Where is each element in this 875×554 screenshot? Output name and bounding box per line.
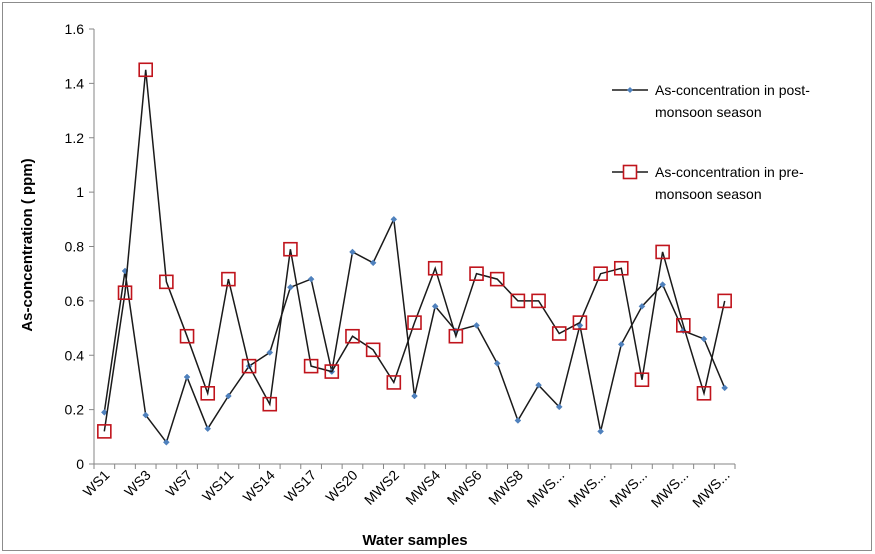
y-tick-label: 1.6 [65, 21, 85, 37]
data-point [493, 360, 501, 367]
data-point [303, 358, 319, 374]
x-tick-label: WS20 [322, 467, 360, 505]
data-point [287, 283, 294, 291]
data-point [572, 315, 588, 330]
data-point [138, 62, 153, 78]
data-point [613, 260, 629, 276]
legend-marker [627, 87, 633, 93]
y-tick-label: 0.6 [65, 293, 85, 309]
data-point [407, 315, 422, 330]
data-point [262, 396, 278, 412]
y-tick-label: 0.2 [65, 402, 85, 418]
data-point [307, 275, 315, 283]
data-point [241, 358, 257, 374]
data-point [514, 417, 522, 424]
legend-label: As-concentration in pre- [655, 164, 804, 180]
data-point [159, 274, 174, 290]
data-point [638, 302, 646, 310]
legend-label: monsoon season [655, 104, 762, 120]
x-tick-label: WS1 [80, 467, 113, 500]
data-point [535, 381, 542, 389]
data-point [531, 293, 546, 309]
series-layer [97, 62, 732, 446]
data-point [655, 244, 670, 260]
y-tick-label: 0.4 [65, 347, 85, 363]
y-tick-label: 0 [76, 456, 84, 472]
data-point [473, 321, 480, 329]
data-point [676, 318, 691, 333]
data-point [448, 328, 464, 344]
legend-marker [622, 164, 638, 180]
data-point [386, 375, 402, 390]
series-2 [97, 62, 732, 439]
data-point [617, 341, 625, 348]
data-point [369, 259, 377, 267]
data-point [696, 386, 712, 401]
x-axis-title: Water samples [362, 532, 467, 549]
x-tick-label: MWS2 [361, 467, 402, 508]
data-point [266, 349, 274, 356]
legend-label: As-concentration in post- [655, 82, 810, 98]
data-point [555, 403, 563, 411]
data-point [390, 215, 398, 223]
data-point [365, 342, 381, 358]
legend: As-concentration in post-monsoon seasonA… [612, 82, 810, 202]
data-point [200, 386, 216, 401]
data-point [349, 248, 356, 256]
series-line [103, 216, 726, 444]
x-tick-label: MWS... [648, 467, 692, 511]
data-point [142, 411, 150, 419]
data-point [721, 384, 729, 392]
x-tick-label: MWS4 [402, 467, 443, 508]
data-point [179, 328, 195, 344]
legend-entry-1: As-concentration in post-monsoon season [612, 82, 810, 120]
y-tick-label: 0.8 [65, 239, 85, 255]
x-tick-label: WS3 [121, 467, 154, 500]
data-point [469, 266, 484, 281]
data-point [489, 271, 505, 287]
y-tick-label: 1.2 [65, 130, 85, 146]
data-point [431, 302, 439, 310]
x-tick-label: MWS6 [444, 467, 485, 508]
data-point [700, 335, 708, 343]
x-tick-label: MWS... [606, 467, 650, 511]
x-tick-label: WS17 [281, 467, 319, 505]
data-point [634, 372, 650, 388]
data-point [659, 281, 666, 288]
x-tick-label: WS11 [199, 467, 237, 505]
data-point [593, 266, 608, 281]
x-tick-label: WS7 [162, 467, 195, 500]
x-tick-label: MWS8 [485, 467, 526, 508]
data-point [411, 392, 418, 400]
data-point [204, 425, 212, 433]
data-point [283, 241, 298, 257]
x-tick-label: MWS... [565, 467, 609, 511]
legend-label: monsoon season [655, 186, 762, 202]
x-tick-label: WS14 [240, 467, 278, 505]
data-point [717, 293, 732, 309]
series-line [103, 69, 726, 432]
data-point [97, 424, 112, 439]
x-tick-label: MWS... [524, 467, 568, 511]
data-point [345, 328, 360, 344]
data-point [551, 326, 567, 341]
data-point [510, 293, 526, 309]
series-1 [100, 215, 729, 446]
x-tick-label: MWS... [689, 467, 733, 511]
data-point [225, 392, 232, 400]
legend-entry-2: As-concentration in pre-monsoon season [612, 164, 804, 202]
data-point [163, 438, 170, 446]
data-point [183, 373, 191, 381]
data-point [597, 428, 604, 435]
data-point [221, 271, 236, 287]
data-point [100, 408, 108, 416]
data-point [427, 260, 443, 276]
data-point [117, 285, 133, 301]
y-axis-title: As-concentration ( ppm) [19, 158, 36, 331]
y-tick-label: 1.4 [65, 75, 85, 91]
y-tick-label: 1 [76, 184, 84, 200]
data-point [324, 364, 340, 379]
